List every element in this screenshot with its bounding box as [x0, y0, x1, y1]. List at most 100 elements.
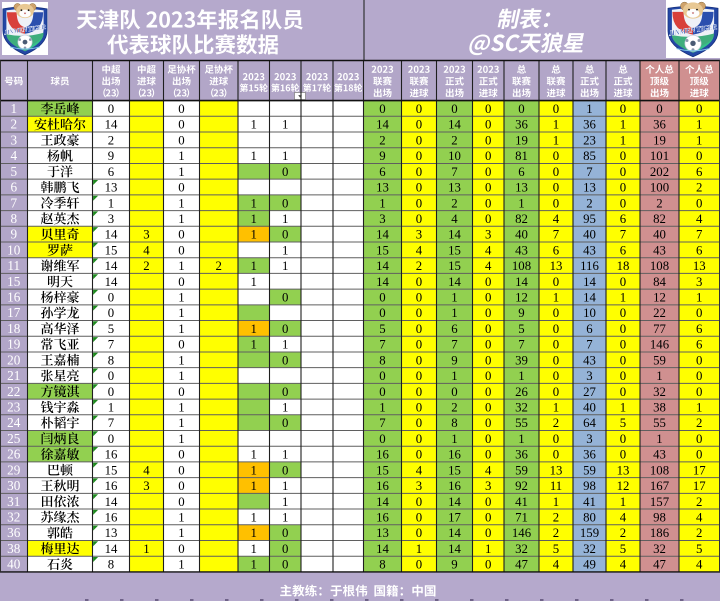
- svg-text:4: 4: [620, 558, 627, 572]
- svg-text:15: 15: [448, 259, 461, 273]
- svg-text:3: 3: [485, 479, 491, 493]
- svg-text:17: 17: [7, 305, 21, 320]
- svg-text:85: 85: [583, 149, 596, 163]
- svg-text:0: 0: [620, 432, 626, 446]
- svg-text:108: 108: [512, 259, 531, 273]
- svg-text:0: 0: [282, 291, 288, 305]
- svg-text:95: 95: [583, 212, 596, 226]
- svg-text:167: 167: [650, 479, 670, 493]
- svg-text:0: 0: [416, 118, 422, 132]
- svg-text:0: 0: [282, 228, 288, 242]
- svg-text:30: 30: [7, 478, 21, 493]
- svg-text:81: 81: [515, 149, 528, 163]
- svg-text:2: 2: [696, 416, 702, 430]
- svg-text:16: 16: [7, 290, 21, 305]
- svg-text:0: 0: [485, 448, 491, 462]
- svg-text:0: 0: [553, 275, 559, 289]
- svg-text:0: 0: [620, 149, 626, 163]
- svg-text:2: 2: [416, 259, 422, 273]
- svg-text:2: 2: [553, 416, 559, 430]
- svg-text:1: 1: [108, 400, 114, 414]
- svg-text:0: 0: [696, 196, 702, 210]
- svg-text:0: 0: [416, 306, 422, 320]
- svg-text:0: 0: [485, 369, 491, 383]
- svg-text:9: 9: [451, 353, 457, 367]
- svg-text:12: 12: [515, 291, 528, 305]
- svg-text:0: 0: [178, 479, 184, 493]
- svg-text:0: 0: [416, 558, 422, 572]
- svg-text:2: 2: [10, 117, 17, 132]
- svg-text:7: 7: [553, 228, 560, 242]
- svg-text:13: 13: [550, 259, 563, 273]
- svg-text:15: 15: [105, 243, 118, 257]
- svg-text:41: 41: [583, 495, 596, 509]
- svg-text:0: 0: [620, 385, 626, 399]
- svg-text:13: 13: [693, 259, 706, 273]
- svg-text:1: 1: [518, 432, 524, 446]
- svg-text:4: 4: [485, 259, 492, 273]
- svg-text:1: 1: [553, 495, 559, 509]
- svg-text:0: 0: [485, 558, 491, 572]
- svg-text:7: 7: [696, 228, 703, 242]
- svg-text:16: 16: [376, 479, 389, 493]
- svg-text:1: 1: [656, 369, 662, 383]
- svg-text:32: 32: [583, 542, 596, 556]
- svg-text:1: 1: [451, 369, 457, 383]
- svg-text:3: 3: [143, 479, 149, 493]
- svg-text:1: 1: [178, 510, 184, 524]
- svg-text:1: 1: [553, 118, 559, 132]
- svg-text:4: 4: [485, 243, 492, 257]
- svg-text:0: 0: [485, 181, 491, 195]
- svg-text:4: 4: [553, 212, 560, 226]
- svg-text:159: 159: [580, 526, 599, 540]
- svg-text:3: 3: [143, 228, 149, 242]
- svg-text:0: 0: [485, 275, 491, 289]
- svg-text:1: 1: [108, 196, 114, 210]
- svg-text:0: 0: [620, 196, 626, 210]
- svg-text:0: 0: [416, 338, 422, 352]
- svg-text:3: 3: [586, 369, 592, 383]
- svg-text:14: 14: [105, 228, 118, 242]
- svg-text:1: 1: [178, 306, 184, 320]
- svg-text:3: 3: [416, 479, 422, 493]
- svg-text:0: 0: [108, 291, 114, 305]
- svg-text:7: 7: [451, 338, 458, 352]
- svg-text:0: 0: [553, 369, 559, 383]
- svg-text:8: 8: [10, 211, 17, 226]
- svg-text:0: 0: [485, 432, 491, 446]
- svg-text:16: 16: [105, 479, 118, 493]
- svg-text:23: 23: [583, 133, 596, 147]
- svg-text:13: 13: [105, 181, 118, 195]
- svg-text:3: 3: [379, 212, 385, 226]
- svg-text:22: 22: [653, 306, 666, 320]
- svg-text:0: 0: [178, 338, 184, 352]
- svg-text:0: 0: [416, 448, 422, 462]
- svg-text:1: 1: [696, 291, 702, 305]
- svg-text:1: 1: [251, 526, 257, 540]
- svg-text:13: 13: [448, 181, 461, 195]
- svg-text:1: 1: [451, 306, 457, 320]
- svg-text:0: 0: [178, 495, 184, 509]
- svg-text:80: 80: [583, 510, 596, 524]
- svg-text:0: 0: [178, 133, 184, 147]
- svg-text:49: 49: [583, 558, 596, 572]
- svg-text:2: 2: [553, 526, 559, 540]
- svg-text:2: 2: [656, 196, 662, 210]
- svg-text:0: 0: [553, 196, 559, 210]
- svg-text:3: 3: [416, 228, 422, 242]
- svg-text:0: 0: [282, 416, 288, 430]
- svg-text:15: 15: [376, 463, 389, 477]
- svg-text:1: 1: [282, 118, 288, 132]
- svg-text:29: 29: [7, 462, 21, 477]
- svg-text:6: 6: [108, 165, 115, 179]
- svg-text:1: 1: [143, 542, 149, 556]
- svg-text:0: 0: [108, 306, 114, 320]
- svg-text:25: 25: [7, 431, 21, 446]
- svg-text:0: 0: [108, 369, 114, 383]
- svg-text:0: 0: [108, 385, 114, 399]
- svg-text:1: 1: [696, 400, 702, 414]
- svg-text:0: 0: [416, 149, 422, 163]
- svg-text:0: 0: [485, 212, 491, 226]
- svg-text:1: 1: [251, 322, 257, 336]
- svg-text:0: 0: [282, 165, 288, 179]
